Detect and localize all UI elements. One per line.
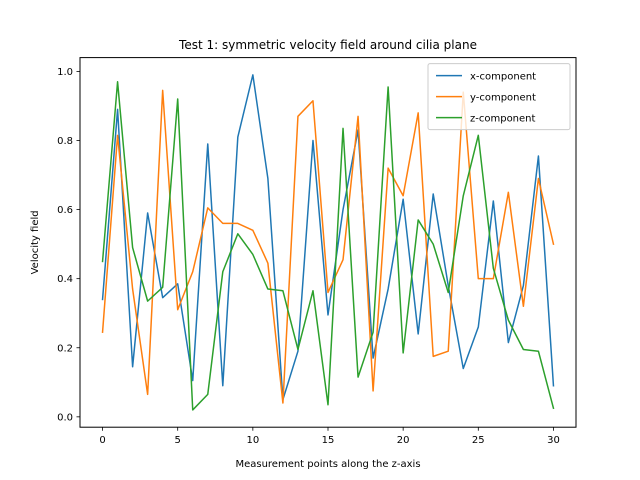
x-tick-label: 10 [246,435,259,446]
x-tick-label: 15 [322,435,335,446]
x-tick-label: 20 [397,435,410,446]
y-tick-label: 0.4 [57,274,73,285]
y-tick-label: 1.0 [57,67,73,78]
series-line-y-component [101,89,555,404]
y-tick-label: 0.8 [57,136,73,147]
x-tick-label: 30 [547,435,560,446]
series-lines [101,74,555,411]
legend-box [427,63,571,131]
y-tick-label: 0.6 [57,205,73,216]
legend-label: y-component [470,93,536,104]
x-tick-label: 25 [472,435,485,446]
y-axis-label: Velocity field [30,210,41,274]
x-tick-label: 5 [175,435,181,446]
legend-label: z-component [470,114,536,125]
chart-title: Test 1: symmetric velocity field around … [178,38,477,52]
x-tick-label: 0 [99,435,105,446]
legend-label: x-component [470,72,536,83]
y-tick-label: 0.2 [57,343,73,354]
x-axis-ticks: 0 5 10 15 20 25 30 [99,427,560,446]
series-line-z-component [101,81,555,411]
y-axis-ticks: 0.0 0.2 0.4 0.6 0.8 1.0 [57,67,80,423]
series-line-x-component [101,74,555,401]
x-axis-label: Measurement points along the z-axis [235,459,420,470]
y-tick-label: 0.0 [57,412,73,423]
legend: x-component y-component z-component [427,63,571,131]
